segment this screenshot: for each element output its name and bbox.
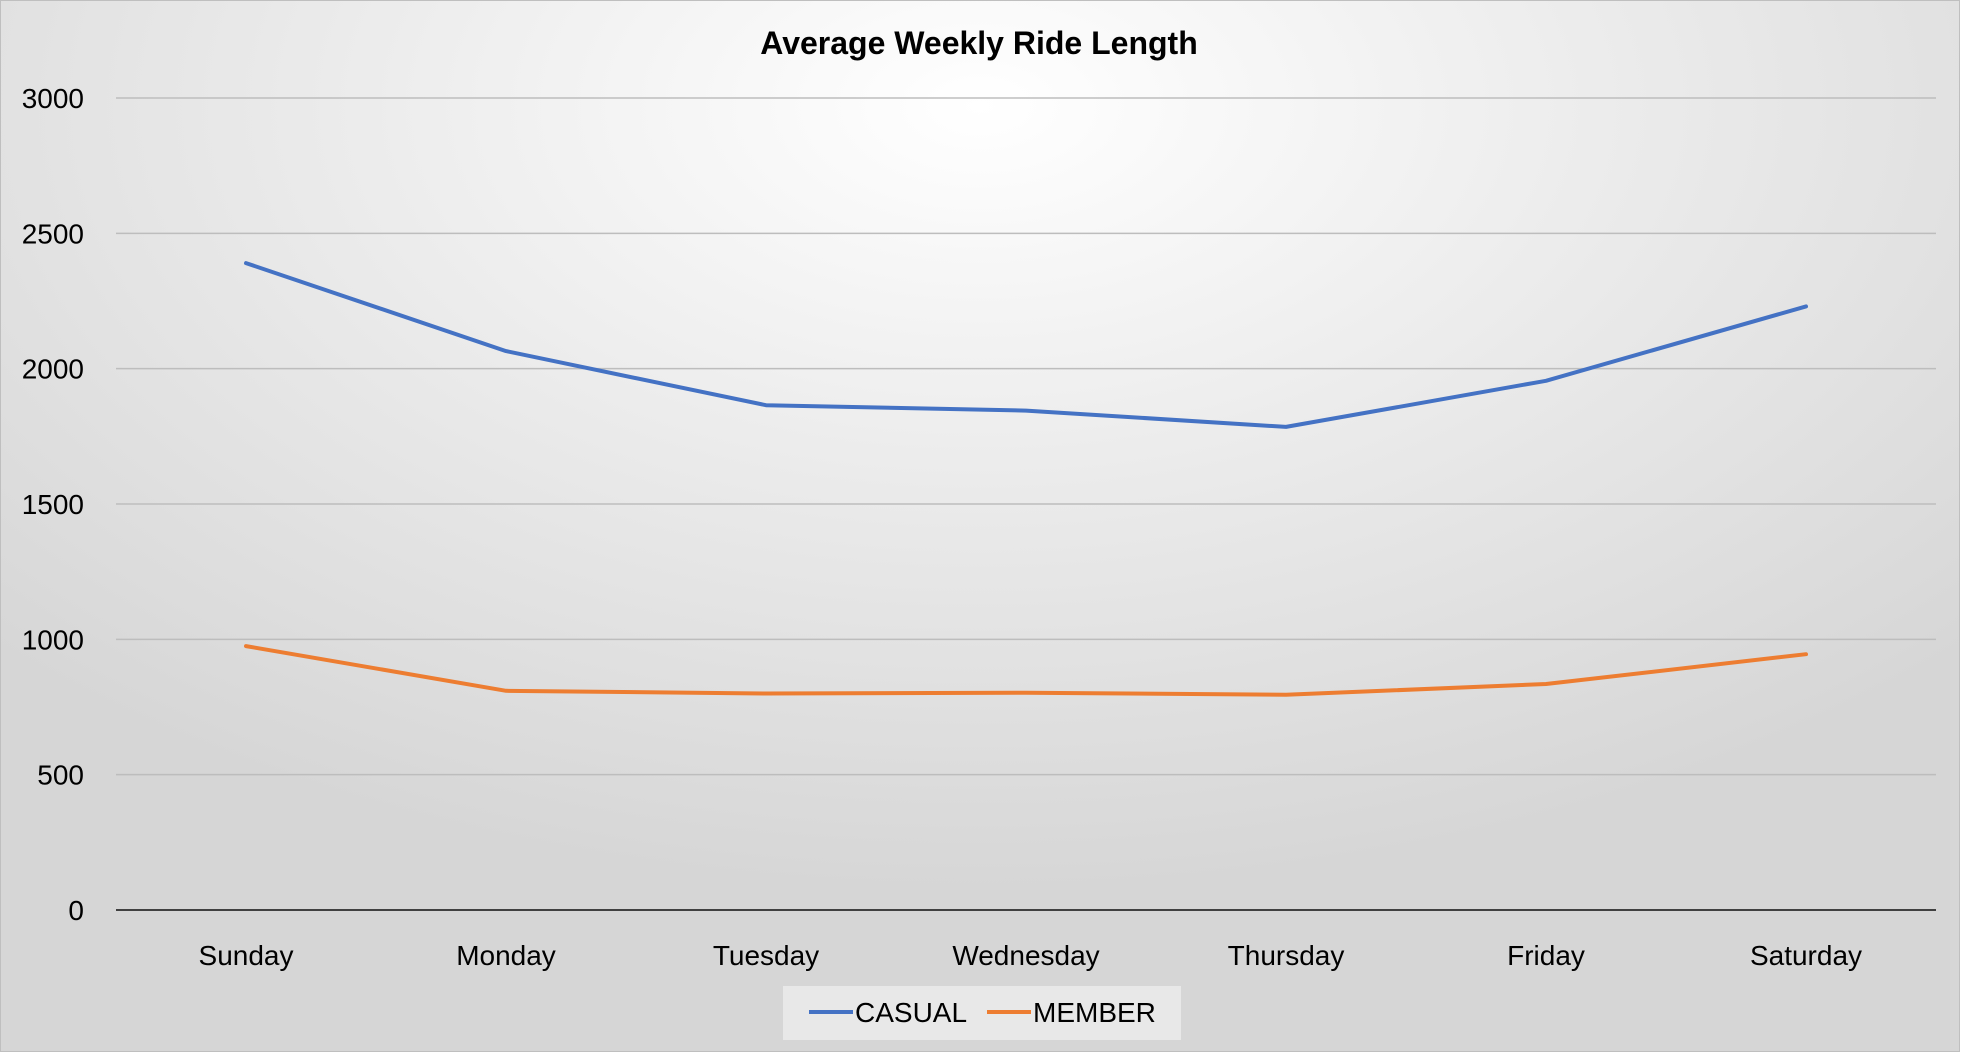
legend-label-member: MEMBER [1033, 997, 1156, 1028]
y-axis-tick-labels: 0 500 1000 1500 2000 2500 3000 [22, 83, 84, 926]
data-series [244, 261, 1808, 697]
y-tick-label: 1000 [22, 624, 84, 655]
x-tick-label: Monday [456, 940, 556, 971]
x-tick-label: Saturday [1750, 940, 1862, 971]
x-tick-label: Sunday [199, 940, 294, 971]
x-tick-label: Thursday [1228, 940, 1345, 971]
x-tick-label: Wednesday [952, 940, 1099, 971]
y-tick-label: 1500 [22, 489, 84, 520]
y-tick-label: 2000 [22, 354, 84, 385]
chart-title: Average Weekly Ride Length [760, 25, 1197, 61]
series-line-member [244, 644, 1808, 697]
x-axis-tick-labels: Sunday Monday Tuesday Wednesday Thursday Frid… [199, 940, 1863, 971]
legend-label-casual: CASUAL [855, 997, 967, 1028]
y-tick-label: 2500 [22, 218, 84, 249]
legend: CASUAL MEMBER [783, 986, 1181, 1040]
x-tick-label: Tuesday [713, 940, 819, 971]
y-tick-label: 500 [37, 760, 84, 791]
x-tick-label: Friday [1507, 940, 1585, 971]
gridlines [116, 97, 1936, 911]
series-line-casual [244, 261, 1808, 429]
y-tick-label: 0 [68, 895, 84, 926]
y-tick-label: 3000 [22, 83, 84, 114]
